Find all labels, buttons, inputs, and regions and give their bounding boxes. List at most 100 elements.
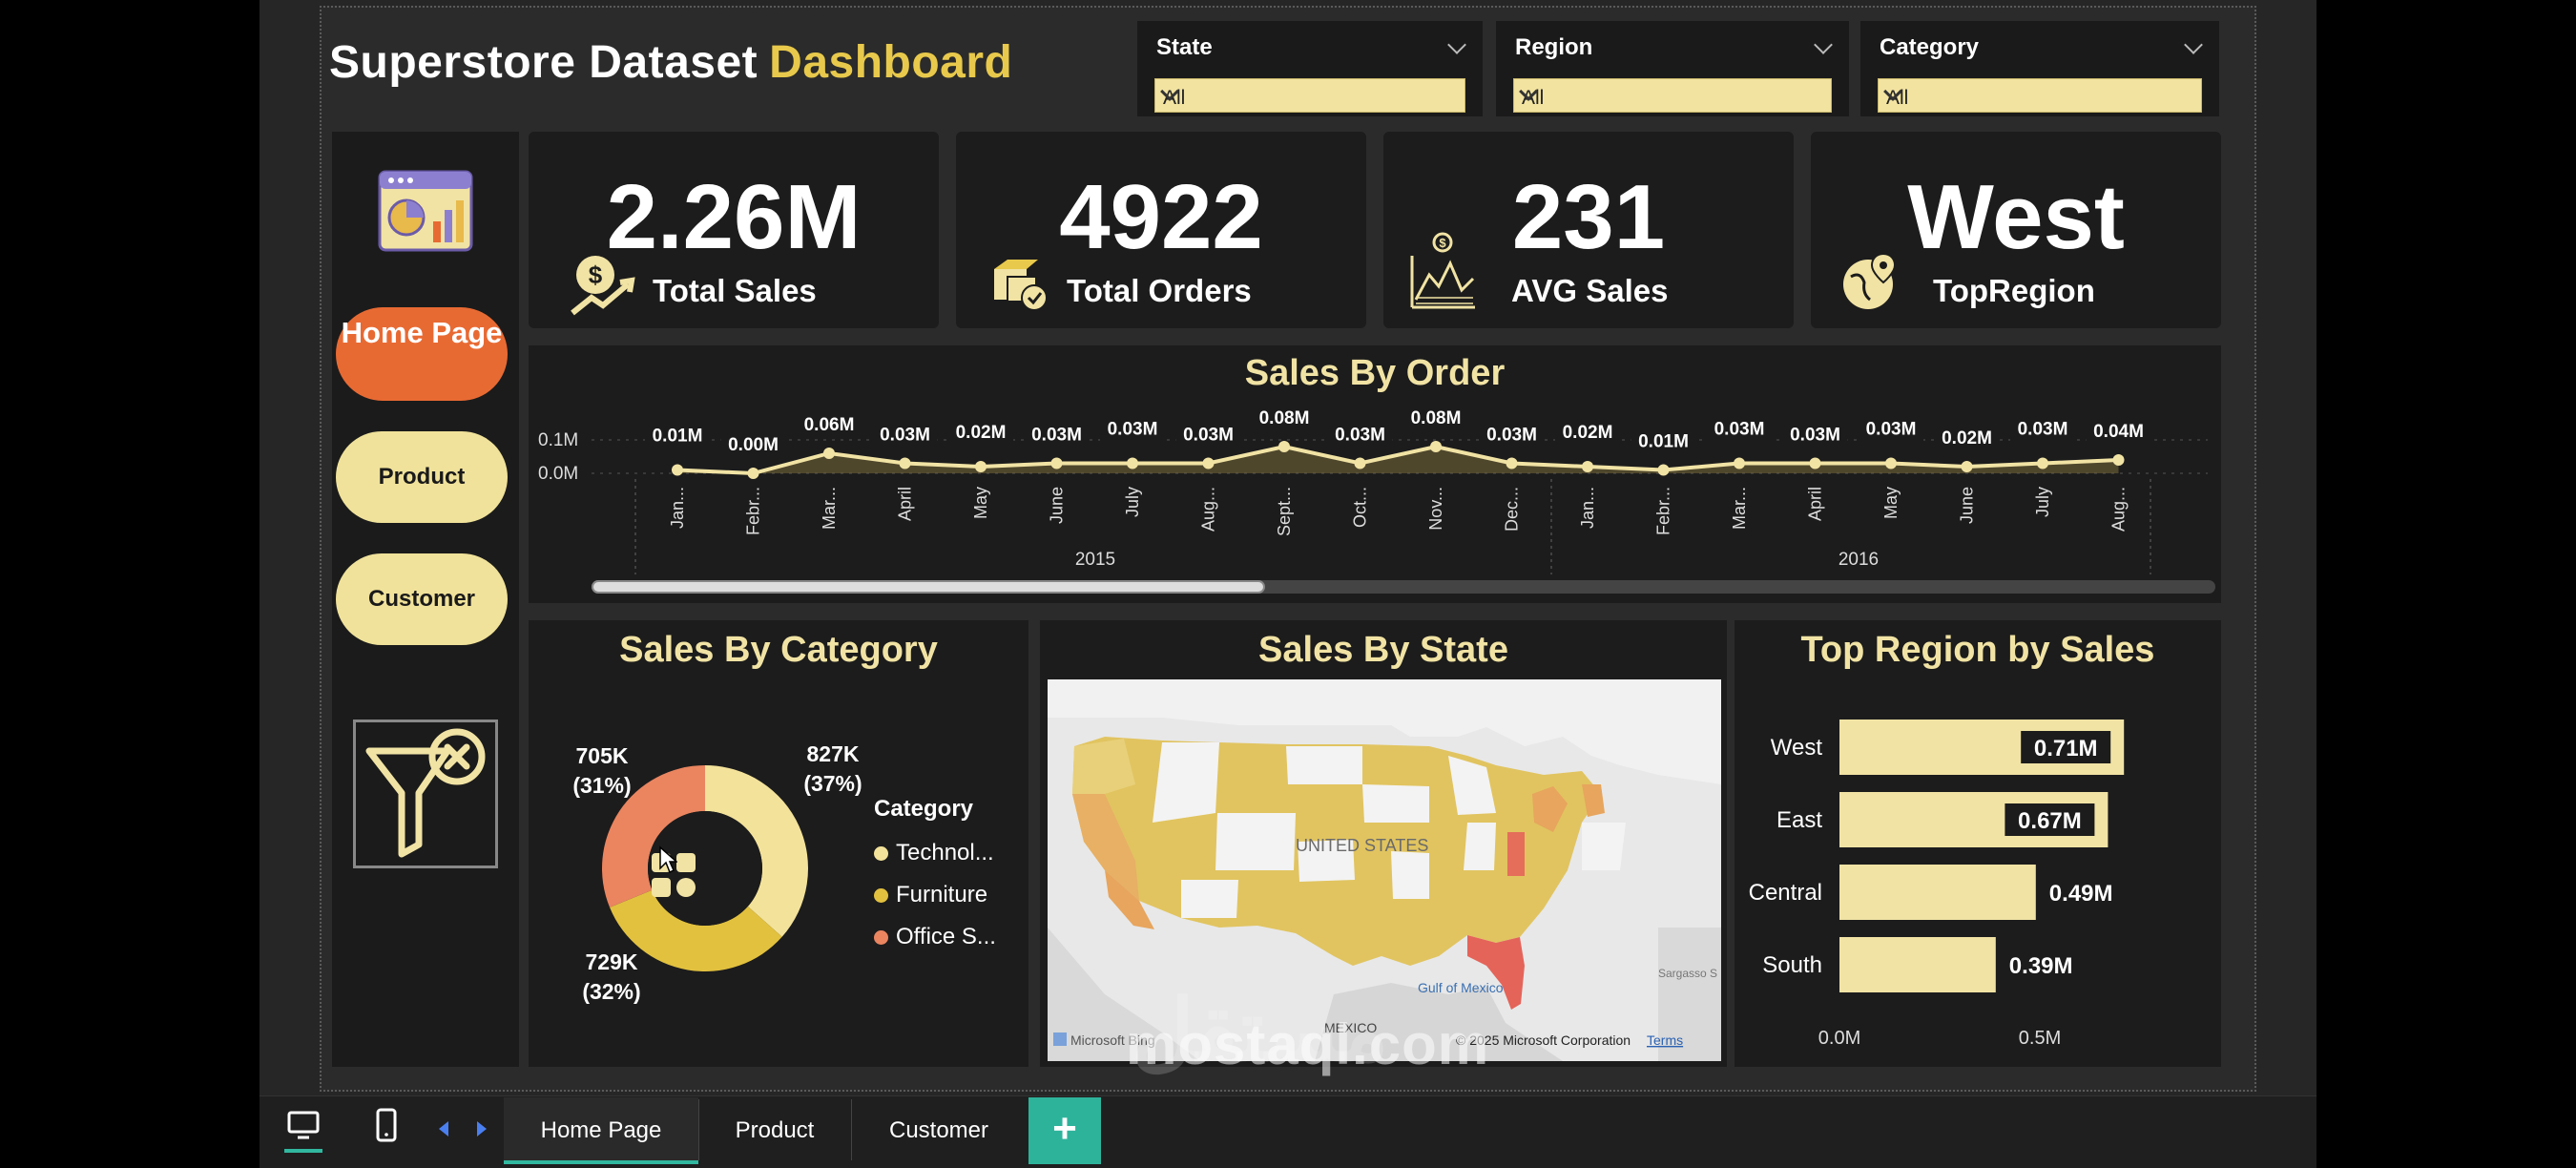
svg-text:0.03M: 0.03M xyxy=(1486,426,1537,446)
data-point xyxy=(975,461,987,472)
year-label: 2015 xyxy=(1075,550,1115,570)
map-label-sea: Sargasso S xyxy=(1658,967,1717,980)
svg-text:0.04M: 0.04M xyxy=(2093,422,2144,442)
svg-text:0.03M: 0.03M xyxy=(1790,426,1840,446)
data-label: 0.03M xyxy=(1479,421,1545,447)
data-label: 0.02M xyxy=(948,419,1013,444)
legend-swatch xyxy=(874,887,888,903)
globe-pin-icon xyxy=(1843,252,1897,309)
svg-text:0.03M: 0.03M xyxy=(1335,426,1385,446)
data-point xyxy=(1734,457,1745,469)
nav-customer-button[interactable]: Customer xyxy=(336,553,508,645)
clear-filters-button[interactable] xyxy=(353,720,498,868)
tab-separator xyxy=(698,1099,699,1160)
dashboard-title: Superstore Dataset Dashboard xyxy=(329,36,1012,89)
nav-product-button[interactable]: Product xyxy=(336,431,508,523)
tab-customer[interactable]: Customer xyxy=(888,1117,989,1143)
filled-map[interactable]: UNITED STATES MEXICO Gulf of Mexico Sarg… xyxy=(1048,679,1721,1061)
sales-by-order-chart: 0.1M 0.0M 0.01M Jan... 0.00M Febr... 0.06M Mar.… xyxy=(538,405,2208,574)
category-legend: Technol... Furniture Office S... xyxy=(874,832,996,958)
data-label: 0.03M xyxy=(2010,415,2075,441)
slice-percent-label: (37%) xyxy=(803,771,862,796)
region-value-label: 0.39M xyxy=(2009,953,2073,979)
chevron-down-icon[interactable] xyxy=(1447,35,1466,54)
legend-label: Technol... xyxy=(896,840,994,866)
data-label: 0.03M xyxy=(1327,421,1393,447)
svg-text:0.03M: 0.03M xyxy=(1108,420,1158,440)
boxes-check-icon xyxy=(994,260,1048,311)
mouse-cursor-icon xyxy=(659,845,677,874)
data-point xyxy=(2037,457,2048,469)
sales-by-category-panel: Sales By Category 827K (37%) 729K (32%) 705K… xyxy=(529,620,1028,1067)
svg-text:0.03M: 0.03M xyxy=(1866,420,1917,440)
svg-text:0.01M: 0.01M xyxy=(653,427,703,447)
desktop-view-icon[interactable] xyxy=(286,1109,321,1143)
region-label: East xyxy=(1776,807,1822,833)
x-tick-label: May xyxy=(1881,487,1901,519)
title-main: Superstore Dataset xyxy=(329,37,758,88)
data-point xyxy=(1582,461,1593,472)
region-value-label: 0.49M xyxy=(2049,881,2113,907)
slice-value-label: 729K xyxy=(586,949,638,974)
data-point xyxy=(747,468,759,479)
legend-item[interactable]: Technol... xyxy=(874,832,996,874)
add-page-button[interactable]: + xyxy=(1028,1097,1101,1164)
tab-home-page[interactable]: Home Page xyxy=(504,1097,698,1164)
svg-text:$: $ xyxy=(1439,236,1446,250)
sales-by-order-title: Sales By Order xyxy=(1244,353,1506,393)
category-dropdown[interactable]: All xyxy=(1878,78,2202,113)
chevron-down-icon[interactable] xyxy=(2184,35,2203,54)
legend-item[interactable]: Furniture xyxy=(874,874,996,916)
svg-text:0.08M: 0.08M xyxy=(1259,408,1310,428)
region-dropdown[interactable]: All xyxy=(1513,78,1832,113)
map-label-country: UNITED STATES xyxy=(1296,836,1428,855)
data-label: 0.03M xyxy=(1707,415,1772,441)
y-tick-label: 0.0M xyxy=(538,464,578,484)
x-tick-label: Nov... xyxy=(1426,487,1445,531)
region-value-label: 0.71M xyxy=(2021,731,2111,763)
title-accent: Dashboard xyxy=(769,37,1013,88)
sales-line xyxy=(676,444,2119,476)
next-page-icon[interactable] xyxy=(473,1118,490,1139)
x-tick-label: Oct... xyxy=(1351,487,1370,528)
data-point xyxy=(1127,457,1138,469)
svg-text:0.08M: 0.08M xyxy=(1411,408,1462,428)
data-point xyxy=(1961,461,1973,472)
state-dropdown-value: All xyxy=(1163,87,1186,109)
category-dropdown-value: All xyxy=(1886,87,1909,109)
region-slicer[interactable]: Region All xyxy=(1496,21,1849,116)
chevron-down-icon[interactable] xyxy=(1814,35,1833,54)
horizontal-scrollbar[interactable] xyxy=(592,580,2215,594)
slice-percent-label: (32%) xyxy=(582,979,640,1004)
kpi-total-sales: 2.26M $ Total Sales xyxy=(529,132,939,328)
x-tick-label: Febr... xyxy=(1654,487,1673,535)
data-label: 0.03M xyxy=(1782,421,1848,447)
data-label: 0.03M xyxy=(1175,421,1241,447)
mobile-view-icon[interactable] xyxy=(372,1107,401,1145)
region-bar xyxy=(1839,937,1996,992)
svg-text:0.03M: 0.03M xyxy=(1031,426,1082,446)
category-legend-title: Category xyxy=(874,796,974,822)
category-slicer[interactable]: Category All xyxy=(1860,21,2219,116)
legend-item[interactable]: Office S... xyxy=(874,916,996,958)
region-bar xyxy=(1839,865,2036,920)
x-tick-label: Jan... xyxy=(1578,487,1597,529)
state-dropdown[interactable]: All xyxy=(1154,78,1465,113)
data-point xyxy=(1885,457,1897,469)
tab-product[interactable]: Product xyxy=(735,1117,815,1143)
map-terms-link[interactable]: Terms xyxy=(1647,1032,1683,1048)
sales-area xyxy=(677,447,2119,473)
x-tick-label: April xyxy=(1806,487,1825,521)
data-label: 0.01M xyxy=(1631,428,1696,453)
prev-page-icon[interactable] xyxy=(435,1118,452,1139)
top-region-title: Top Region by Sales xyxy=(1800,630,2155,670)
kpi-value: 231 xyxy=(1511,166,1666,268)
scrollbar-thumb[interactable] xyxy=(592,580,1265,594)
x-tick-label: Dec... xyxy=(1503,487,1522,532)
data-point xyxy=(2112,454,2125,466)
grid-icon xyxy=(652,853,696,897)
nav-home-button[interactable]: Home Page xyxy=(336,307,508,401)
state-slicer[interactable]: State All xyxy=(1137,21,1483,116)
svg-text:0.03M: 0.03M xyxy=(880,426,930,446)
